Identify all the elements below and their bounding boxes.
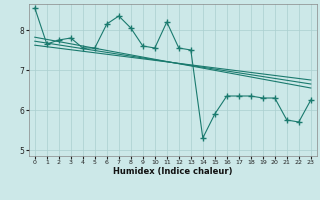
X-axis label: Humidex (Indice chaleur): Humidex (Indice chaleur): [113, 167, 233, 176]
